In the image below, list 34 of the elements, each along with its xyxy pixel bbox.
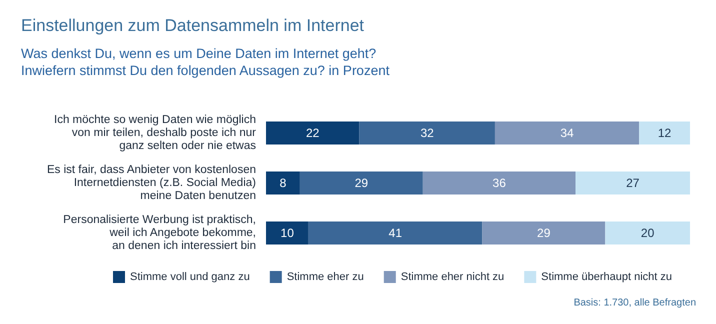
data-label: 29 [537,226,551,240]
data-label: 12 [658,126,672,140]
legend-label: Stimme voll und ganz zu [130,271,250,283]
bar [266,172,300,194]
chart-title: Einstellungen zum Datensammeln im Internet [21,16,364,35]
y-tick-label: Ich möchte so wenig Daten wie möglich von mir teilen, deshalb poste ich nur ganz selten oder nie etwas [54,114,256,152]
text: Basis: 1.730, alle Befragten [574,298,696,308]
bar [266,122,360,144]
bar [605,222,690,244]
data-label: 29 [354,176,368,190]
data-label: 27 [626,176,640,190]
y-tick-label: Personalisierte Werbung ist praktisch, weil ich Angebote bekomme, an denen ich interessiert bin [63,214,256,252]
legend-label: Stimme eher nicht zu [400,271,504,283]
data-label: 8 [280,176,287,190]
bar [482,222,606,244]
legend-label: Stimme eher zu [286,271,364,283]
legend-label: Stimme überhaupt nicht zu [541,271,672,283]
data-label: 32 [420,126,434,140]
bar [576,172,690,194]
chart-subtitle: Was denkst Du, wenn es um Deine Daten im Internet geht? Inwiefern stimmst Du den folgenden Aussagen zu? in Prozent [21,46,390,78]
bar [494,122,640,144]
data-label: 34 [560,126,574,140]
data-label: 36 [492,176,506,190]
data-label: 20 [640,226,655,240]
data-label: 10 [280,226,294,240]
bar [308,222,482,244]
data-label: 41 [388,226,402,240]
y-tick-label: Es ist fair, dass Anbieter von kostenlosen Internetdiensten (z.B. Social Media) meine Daten benutzen [46,164,256,202]
bar [300,172,423,194]
bar [422,172,576,194]
bar [359,122,495,144]
data-label: 22 [306,126,320,140]
bar [266,222,308,244]
bar [639,122,690,144]
